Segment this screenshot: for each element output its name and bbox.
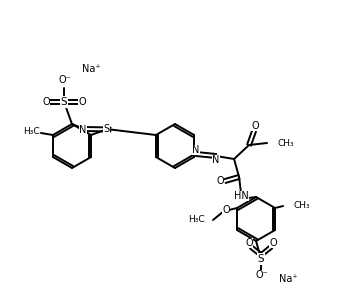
- Text: HN: HN: [234, 191, 248, 201]
- Text: O: O: [42, 97, 50, 107]
- Text: H₃C: H₃C: [189, 216, 205, 225]
- Text: S: S: [103, 124, 109, 134]
- Text: O: O: [222, 205, 230, 215]
- Text: S: S: [61, 97, 67, 107]
- Text: CH₃: CH₃: [277, 138, 294, 148]
- Text: S: S: [258, 254, 264, 264]
- Text: O⁻: O⁻: [256, 270, 268, 280]
- Text: N: N: [212, 155, 220, 165]
- Text: O: O: [245, 238, 253, 248]
- Text: N: N: [192, 145, 200, 155]
- Text: O: O: [251, 121, 259, 131]
- Text: H₃C: H₃C: [23, 126, 39, 136]
- Text: O: O: [269, 238, 277, 248]
- Text: Na⁺: Na⁺: [82, 64, 100, 74]
- Text: O: O: [78, 97, 86, 107]
- Text: CH₃: CH₃: [293, 201, 310, 210]
- Text: O⁻: O⁻: [59, 75, 71, 85]
- Text: Na⁺: Na⁺: [279, 274, 298, 284]
- Text: O: O: [216, 176, 224, 186]
- Text: N: N: [79, 125, 87, 135]
